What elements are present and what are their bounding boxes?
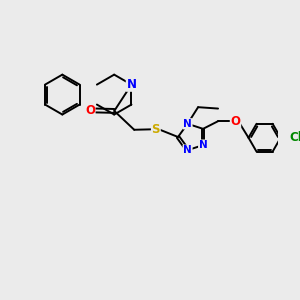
Text: N: N bbox=[183, 145, 192, 155]
Text: O: O bbox=[85, 104, 95, 117]
Text: S: S bbox=[152, 123, 160, 136]
Text: O: O bbox=[230, 115, 241, 128]
Text: N: N bbox=[199, 140, 207, 150]
Text: N: N bbox=[183, 119, 192, 129]
Text: N: N bbox=[127, 78, 136, 91]
Text: Cl: Cl bbox=[290, 131, 300, 144]
